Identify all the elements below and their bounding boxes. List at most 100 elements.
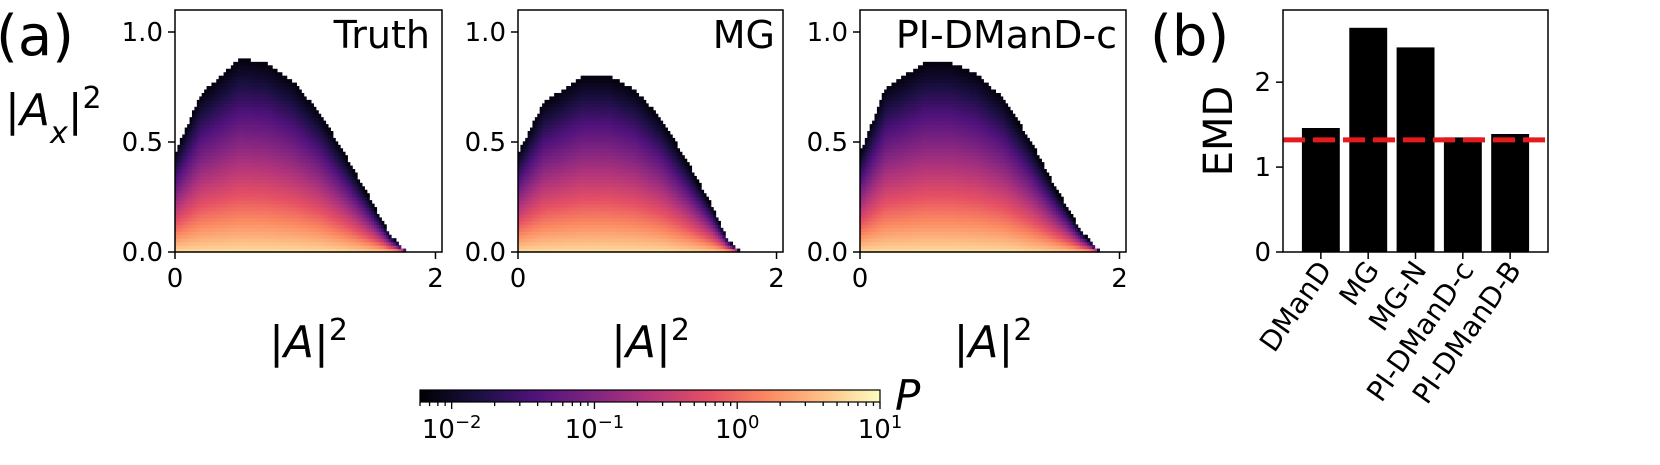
heatmap-cell	[259, 217, 263, 222]
heatmap-cell	[551, 127, 555, 132]
heatmap-cell	[318, 165, 322, 170]
heatmap-cell	[320, 200, 324, 205]
heatmap-cell	[284, 117, 288, 122]
heatmap-cell	[318, 203, 322, 208]
heatmap-cell	[296, 127, 300, 132]
heatmap-cell	[201, 131, 205, 136]
heatmap-cell	[189, 127, 193, 132]
heatmap-cell	[313, 110, 317, 115]
heatmap-cell	[218, 79, 222, 84]
heatmap-cell	[332, 144, 336, 149]
heatmap-cell	[296, 245, 300, 250]
heatmap-cell	[381, 234, 385, 239]
heatmap-cell	[544, 213, 548, 219]
heatmap-cell	[228, 89, 232, 94]
heatmap-cell	[267, 131, 271, 136]
heatmap-cell	[340, 217, 344, 222]
heatmap-cell	[532, 200, 536, 205]
heatmap-cell	[342, 241, 346, 246]
heatmap-cell	[187, 172, 191, 177]
heatmap-cell	[252, 248, 256, 253]
heatmap-cell	[580, 231, 584, 236]
heatmap-cell	[578, 148, 582, 153]
heatmap-cell	[520, 217, 524, 222]
heatmap-cell	[342, 224, 346, 229]
heatmap-cell	[583, 179, 587, 184]
heatmap-cell	[284, 175, 288, 180]
heatmap-cell	[272, 158, 276, 163]
heatmap-cell	[240, 186, 244, 191]
heatmap-cell	[551, 234, 555, 239]
heatmap-cell	[340, 241, 344, 246]
heatmap-cell	[235, 193, 239, 198]
heatmap-cell	[216, 172, 220, 177]
heatmap-cell	[330, 141, 334, 146]
heatmap-cell	[308, 189, 312, 194]
heatmap-cell	[216, 137, 220, 142]
heatmap-cell	[571, 203, 575, 208]
heatmap-cell	[575, 220, 579, 225]
heatmap-cell	[194, 186, 198, 191]
heatmap-cell	[561, 203, 565, 208]
heatmap-cell	[250, 134, 254, 139]
heatmap-cell	[218, 200, 222, 205]
heatmap-cell	[264, 227, 268, 232]
heatmap-cell	[291, 231, 295, 236]
heatmap-cell	[289, 148, 293, 153]
heatmap-cell	[306, 217, 310, 222]
heatmap-cell	[544, 220, 548, 225]
heatmap-cell	[327, 165, 331, 170]
heatmap-cell	[286, 131, 290, 136]
heatmap-cell	[546, 186, 550, 191]
heatmap-cell	[542, 224, 546, 229]
heatmap-cell	[204, 120, 208, 125]
heatmap-cell	[187, 241, 191, 246]
heatmap-cell	[566, 103, 570, 108]
heatmap-cell	[221, 238, 225, 243]
heatmap-cell	[179, 234, 183, 239]
heatmap-cell	[352, 217, 356, 222]
heatmap-cell	[522, 172, 526, 177]
heatmap-cell	[223, 162, 227, 167]
heatmap-cell	[194, 165, 198, 170]
heatmap-cell	[242, 137, 246, 142]
heatmap-cell	[225, 189, 229, 194]
heatmap-cell	[520, 234, 524, 239]
heatmap-cell	[325, 207, 329, 212]
heatmap-cell	[561, 103, 565, 108]
heatmap-cell	[592, 113, 596, 118]
heatmap-cell	[539, 141, 543, 146]
heatmap-cell	[566, 172, 570, 177]
heatmap-cell	[206, 213, 210, 219]
heatmap-cell	[583, 82, 587, 87]
heatmap-cell	[556, 158, 560, 163]
heatmap-cell	[233, 127, 237, 132]
heatmap-cell	[315, 162, 319, 167]
heatmap-cell	[378, 220, 382, 225]
heatmap-cell	[259, 172, 263, 177]
heatmap-cell	[590, 234, 594, 239]
heatmap-cell	[330, 137, 334, 142]
heatmap-cell	[194, 207, 198, 212]
heatmap-cell	[590, 89, 594, 94]
heatmap-cell	[262, 158, 266, 163]
heatmap-cell	[267, 210, 271, 215]
heatmap-cell	[272, 110, 276, 115]
heatmap-cell	[286, 200, 290, 205]
heatmap-cell	[269, 182, 273, 187]
heatmap-cell	[230, 227, 234, 232]
heatmap-cell	[575, 241, 579, 246]
heatmap-cell	[587, 172, 591, 177]
heatmap-cell	[182, 148, 186, 153]
heatmap-cell	[211, 248, 215, 253]
heatmap-cell	[323, 172, 327, 177]
heatmap-cell	[354, 227, 358, 232]
heatmap-cell	[228, 148, 232, 153]
heatmap-cell	[218, 151, 222, 156]
heatmap-cell	[318, 127, 322, 132]
heatmap-cell	[580, 127, 584, 132]
heatmap-cell	[213, 117, 217, 122]
heatmap-cell	[587, 79, 591, 84]
heatmap-cell	[325, 224, 329, 229]
heatmap-cell	[286, 99, 290, 104]
